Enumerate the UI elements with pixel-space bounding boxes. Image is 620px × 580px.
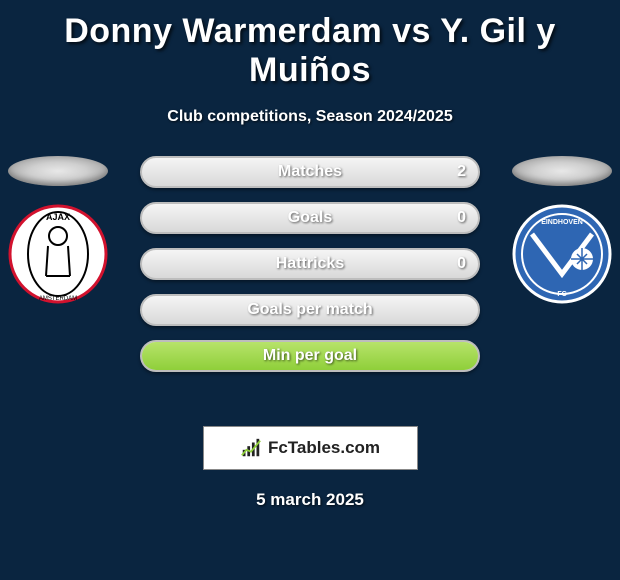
stat-label: Goals per match: [142, 296, 478, 324]
subtitle: Club competitions, Season 2024/2025: [0, 108, 620, 126]
stat-label: Min per goal: [142, 342, 478, 370]
stat-row: Matches2: [140, 156, 480, 188]
source-label: FcTables.com: [268, 438, 380, 458]
stat-rows: Matches2Goals0Hattricks0Goals per matchM…: [140, 156, 480, 372]
svg-text:EINDHOVEN: EINDHOVEN: [541, 219, 583, 226]
source-attribution: FcTables.com: [203, 426, 418, 470]
stat-label: Goals: [142, 204, 478, 232]
comparison-panel: AJAX AMSTERDAM EINDHOVEN FC Matches2 Goal…: [0, 156, 620, 416]
right-player-placeholder: [512, 156, 612, 186]
right-club-badge: EINDHOVEN FC: [512, 204, 612, 304]
svg-text:AJAX: AJAX: [46, 212, 70, 222]
page-title: Donny Warmerdam vs Y. Gil y Muiños: [0, 0, 620, 90]
stat-row: Goals per match: [140, 294, 480, 326]
stat-label: Hattricks: [142, 250, 478, 278]
svg-text:AMSTERDAM: AMSTERDAM: [39, 296, 77, 302]
svg-text:FC: FC: [557, 291, 566, 298]
stat-right-value: 0: [457, 204, 466, 232]
stat-right-value: 2: [457, 158, 466, 186]
stat-label: Matches: [142, 158, 478, 186]
right-player-column: EINDHOVEN FC: [512, 156, 612, 304]
stat-row: Hattricks0: [140, 248, 480, 280]
stat-right-value: 0: [457, 250, 466, 278]
left-club-badge: AJAX AMSTERDAM: [8, 204, 108, 304]
stat-row: Min per goal: [140, 340, 480, 372]
left-player-column: AJAX AMSTERDAM: [8, 156, 108, 304]
left-player-placeholder: [8, 156, 108, 186]
date-label: 5 march 2025: [0, 490, 620, 510]
chart-icon: [240, 437, 262, 459]
stat-row: Goals0: [140, 202, 480, 234]
